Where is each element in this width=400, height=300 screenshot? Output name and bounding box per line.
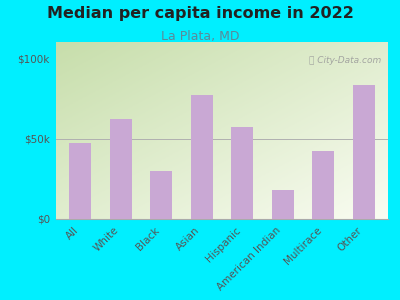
- Bar: [150, 171, 172, 219]
- Bar: [69, 143, 92, 219]
- Text: La Plata, MD: La Plata, MD: [161, 30, 239, 43]
- Text: ⓘ City-Data.com: ⓘ City-Data.com: [309, 56, 381, 65]
- Bar: [110, 119, 132, 219]
- Bar: [352, 85, 375, 219]
- Bar: [191, 95, 213, 219]
- Bar: [272, 190, 294, 219]
- Text: Median per capita income in 2022: Median per capita income in 2022: [46, 6, 354, 21]
- Bar: [231, 127, 253, 219]
- Bar: [312, 152, 334, 219]
